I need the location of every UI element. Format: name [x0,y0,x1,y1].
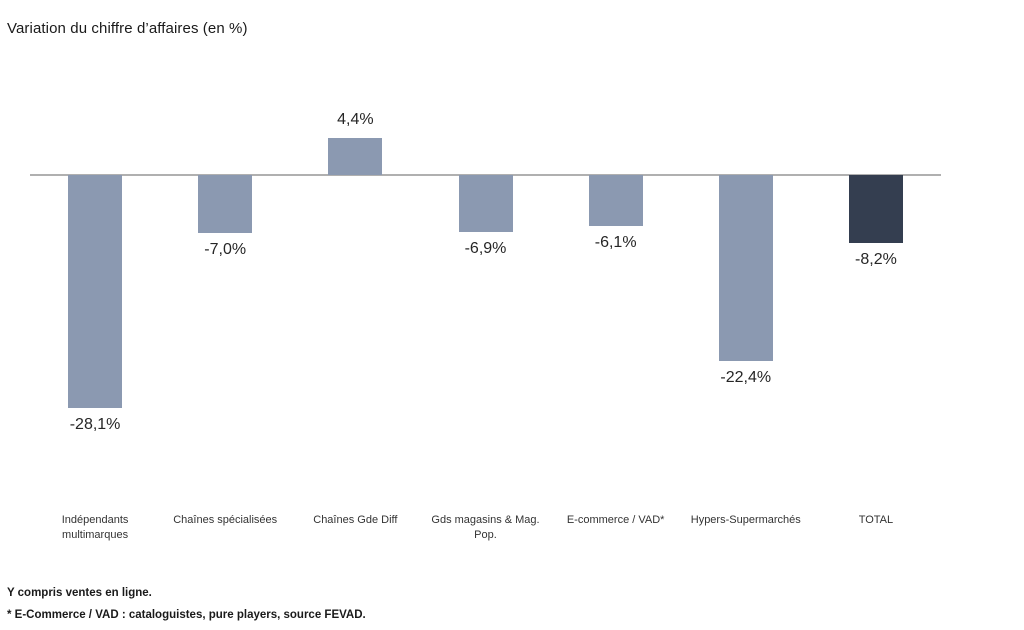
bar-hypers-supermarches [718,175,773,361]
bar-e-commerce-vad [588,175,643,226]
value-label-total: -8,2% [855,251,897,269]
value-label-independants-multimarques: -28,1% [69,416,121,434]
value-label-gds-magasins-mag-pop: -6,9% [464,240,507,258]
value-label-e-commerce-vad: -6,1% [594,233,637,251]
footnote-online-sales: Y compris ventes en ligne. [7,587,152,599]
bar-total [848,175,903,244]
plot-area: -28,1% -7,0% 4,4% -6,9% -6,1% -22,4% -8,2% [30,111,941,434]
category-label-total: TOTAL [858,514,894,526]
bar-chaines-specialisees [198,175,253,234]
footnotes: Y compris ventes en ligne. * E-Commerce … [7,582,366,626]
category-label-chaines-gde-diff: Chaînes Gde Diff [313,514,398,526]
value-label-hypers-supermarches: -22,4% [720,368,772,386]
category-label-chaines-specialisees: Chaînes spécialisées [173,514,278,526]
footnote-ecommerce-source: * E-Commerce / VAD : cataloguistes, pure… [7,609,366,621]
bar-chaines-gde-diff [328,138,383,175]
bar-gds-magasins-mag-pop [458,175,513,233]
category-label-gds-magasins-mag-pop: Gds magasins & Mag. Pop. [431,514,540,541]
value-label-chaines-specialisees: -7,0% [204,241,247,259]
value-label-chaines-gde-diff: 4,4% [337,111,374,129]
category-label-e-commerce-vad: E-commerce / VAD* [566,514,665,526]
bar-independants-multimarques [68,175,123,409]
category-label-independants-multimarques: Indépendants multimarques [61,514,129,541]
category-label-hypers-supermarches: Hypers-Supermarchés [690,514,801,526]
chart-title: Variation du chiffre d’affaires (en %) [7,20,248,37]
